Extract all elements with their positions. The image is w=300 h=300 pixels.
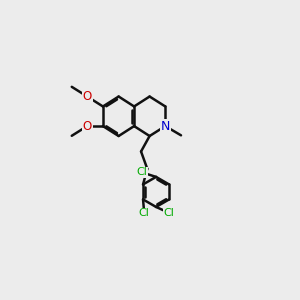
Text: Cl: Cl: [136, 167, 147, 177]
Text: O: O: [82, 90, 92, 103]
Text: N: N: [160, 120, 170, 133]
Text: O: O: [82, 120, 92, 133]
Text: Cl: Cl: [163, 208, 174, 218]
Text: Cl: Cl: [139, 208, 150, 218]
